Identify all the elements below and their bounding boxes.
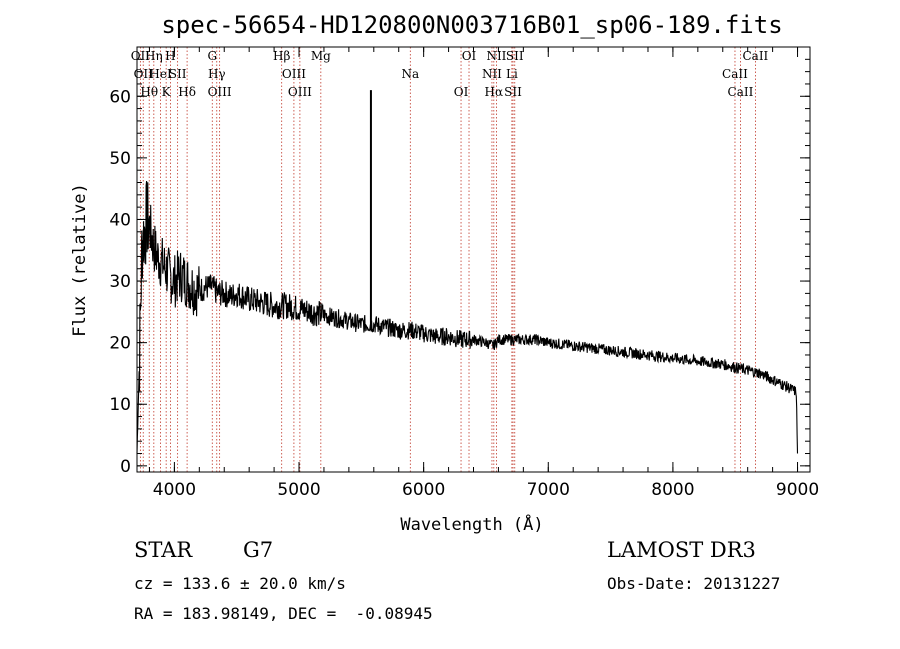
line-label-na: Na bbox=[401, 67, 419, 81]
y-tick-label: 40 bbox=[109, 210, 131, 230]
line-label-sii: SII bbox=[504, 85, 522, 99]
x-tick-label: 5000 bbox=[277, 480, 320, 500]
line-label-oii: OII bbox=[134, 67, 154, 81]
line-label-oi: OI bbox=[462, 49, 477, 63]
redshift-velocity: cz = 133.6 ± 20.0 km/s bbox=[134, 574, 346, 593]
spectrum-series bbox=[136, 90, 799, 454]
line-label-hη: Hη bbox=[145, 49, 163, 63]
spectrum-line bbox=[136, 180, 799, 454]
y-tick-label: 30 bbox=[109, 272, 131, 292]
plot-frame bbox=[136, 46, 811, 473]
line-label-hα: Hα bbox=[485, 85, 504, 99]
line-label-mg: Mg bbox=[311, 49, 331, 63]
x-axis-ticks: 4000 5000 6000 7000 8000 9000 bbox=[148, 47, 819, 500]
line-label-hβ: Hβ bbox=[273, 49, 290, 63]
x-tick-label: 9000 bbox=[776, 480, 819, 500]
line-label-oiii: OIII bbox=[208, 85, 232, 99]
line-label-hei: HeI bbox=[149, 67, 172, 81]
spectral-subclass: G7 bbox=[243, 538, 274, 562]
line-label-sii: SII bbox=[169, 67, 187, 81]
object-class: STAR bbox=[134, 538, 193, 562]
line-label-oi: OI bbox=[454, 85, 469, 99]
y-axis-ticks: 0 10 20 30 40 50 60 bbox=[109, 58, 810, 477]
x-tick-label: 6000 bbox=[402, 480, 445, 500]
survey-release: LAMOST DR3 bbox=[607, 538, 756, 562]
emission-line-labels: OII OII Hθ Hη HeI K H SII Hδ G Hγ OIII Hβ OIII OIII Mg N… bbox=[131, 49, 769, 99]
line-label-caii: CaII bbox=[742, 49, 768, 63]
line-label-hγ: Hγ bbox=[208, 67, 226, 81]
x-tick-label: 7000 bbox=[527, 480, 570, 500]
line-label-k: K bbox=[162, 85, 172, 99]
emission-line-markers bbox=[139, 47, 756, 472]
chart-title: spec-56654-HD120800N003716B01_sp06-189.f… bbox=[161, 11, 782, 39]
line-label-caii: CaII bbox=[722, 67, 748, 81]
line-label-h: H bbox=[165, 49, 175, 63]
line-label-oii: OII bbox=[131, 49, 151, 63]
line-label-oiii: OIII bbox=[288, 85, 312, 99]
x-tick-label: 4000 bbox=[153, 480, 196, 500]
y-tick-label: 10 bbox=[109, 395, 131, 415]
x-axis-label: Wavelength (Å) bbox=[400, 513, 543, 535]
observation-date: Obs-Date: 20131227 bbox=[607, 574, 781, 593]
y-tick-label: 60 bbox=[109, 87, 131, 107]
line-label-hδ: Hδ bbox=[178, 85, 196, 99]
y-tick-label: 0 bbox=[120, 457, 131, 477]
coordinates: RA = 183.98149, DEC = -0.08945 bbox=[134, 604, 433, 623]
line-label-oiii: OIII bbox=[282, 67, 306, 81]
y-tick-label: 50 bbox=[109, 149, 131, 169]
line-label-nii: NII bbox=[482, 67, 502, 81]
x-tick-label: 8000 bbox=[651, 480, 694, 500]
line-label-sii: SII bbox=[506, 49, 524, 63]
y-tick-label: 20 bbox=[109, 334, 131, 354]
line-label-hθ: Hθ bbox=[140, 85, 158, 99]
line-label-li: Li bbox=[506, 67, 518, 81]
y-axis-label: Flux (relative) bbox=[70, 183, 90, 337]
line-label-nii: NII bbox=[486, 49, 506, 63]
line-label-g: G bbox=[207, 49, 217, 63]
line-label-caii: CaII bbox=[728, 85, 754, 99]
